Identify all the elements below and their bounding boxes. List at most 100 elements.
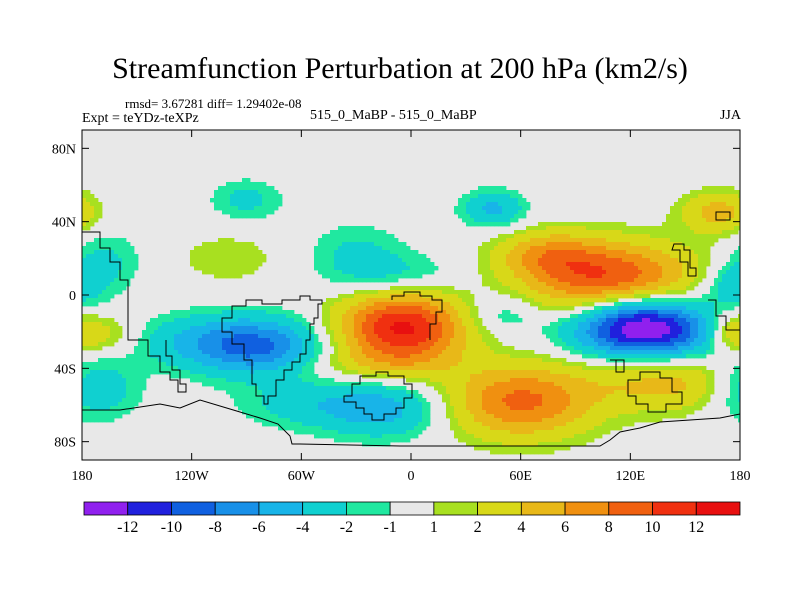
field-cell — [470, 366, 475, 371]
field-cell — [206, 258, 211, 263]
field-cell — [326, 242, 331, 247]
field-cell — [690, 190, 695, 195]
field-cell — [570, 242, 575, 247]
field-cell — [470, 358, 475, 363]
field-cell — [378, 278, 383, 283]
field-cell — [394, 342, 399, 347]
field-cell — [242, 322, 247, 327]
field-cell — [626, 282, 631, 287]
field-cell — [418, 314, 423, 319]
field-cell — [654, 238, 659, 243]
field-cell — [482, 326, 487, 331]
field-cell — [146, 322, 151, 327]
field-cell — [130, 254, 135, 259]
field-cell — [654, 282, 659, 287]
field-cell — [626, 354, 631, 359]
field-cell — [618, 294, 623, 299]
field-cell — [342, 238, 347, 243]
field-cell — [386, 266, 391, 271]
field-cell — [654, 278, 659, 283]
field-cell — [506, 266, 511, 271]
field-cell — [506, 206, 511, 211]
field-cell — [586, 334, 591, 339]
field-cell — [298, 338, 303, 343]
field-cell — [550, 334, 555, 339]
field-cell — [698, 218, 703, 223]
field-cell — [626, 318, 631, 323]
field-cell — [714, 230, 719, 235]
field-cell — [202, 262, 207, 267]
field-cell — [470, 306, 475, 311]
field-cell — [570, 378, 575, 383]
field-cell — [206, 338, 211, 343]
field-cell — [506, 350, 511, 355]
field-cell — [242, 190, 247, 195]
field-cell — [342, 342, 347, 347]
field-cell — [278, 314, 283, 319]
field-cell — [466, 350, 471, 355]
field-cell — [698, 226, 703, 231]
field-cell — [722, 194, 727, 199]
field-cell — [330, 274, 335, 279]
field-cell — [726, 330, 731, 335]
field-cell — [234, 274, 239, 279]
field-cell — [174, 374, 179, 379]
field-cell — [258, 310, 263, 315]
field-cell — [442, 334, 447, 339]
field-cell — [506, 374, 511, 379]
field-cell — [486, 242, 491, 247]
field-cell — [150, 362, 155, 367]
field-cell — [338, 314, 343, 319]
field-cell — [506, 218, 511, 223]
field-cell — [734, 342, 739, 347]
field-cell — [210, 354, 215, 359]
field-cell — [522, 250, 527, 255]
field-cell — [294, 378, 299, 383]
field-cell — [638, 366, 643, 371]
field-cell — [570, 286, 575, 291]
field-cell — [374, 246, 379, 251]
field-cell — [574, 318, 579, 323]
field-cell — [606, 250, 611, 255]
field-cell — [234, 250, 239, 255]
field-cell — [562, 242, 567, 247]
field-cell — [226, 342, 231, 347]
field-cell — [82, 342, 87, 347]
field-cell — [490, 270, 495, 275]
field-cell — [554, 238, 559, 243]
field-cell — [194, 254, 199, 259]
field-cell — [514, 254, 519, 259]
field-cell — [718, 290, 723, 295]
field-cell — [182, 314, 187, 319]
field-cell — [386, 346, 391, 351]
field-cell — [622, 354, 627, 359]
field-cell — [450, 334, 455, 339]
field-cell — [490, 214, 495, 219]
field-cell — [262, 326, 267, 331]
field-cell — [206, 374, 211, 379]
field-cell — [458, 202, 463, 207]
field-cell — [546, 334, 551, 339]
field-cell — [538, 358, 543, 363]
field-cell — [402, 250, 407, 255]
field-cell — [362, 358, 367, 363]
field-cell — [566, 234, 571, 239]
field-cell — [446, 334, 451, 339]
field-cell — [714, 318, 719, 323]
field-cell — [338, 334, 343, 339]
field-cell — [694, 334, 699, 339]
field-cell — [510, 250, 515, 255]
field-cell — [366, 338, 371, 343]
field-cell — [710, 314, 715, 319]
field-cell — [446, 302, 451, 307]
field-cell — [206, 370, 211, 375]
field-cell — [358, 306, 363, 311]
field-cell — [334, 246, 339, 251]
field-cell — [450, 358, 455, 363]
field-cell — [302, 358, 307, 363]
field-cell — [558, 230, 563, 235]
field-cell — [362, 362, 367, 367]
field-cell — [246, 306, 251, 311]
field-cell — [566, 318, 571, 323]
field-cell — [378, 258, 383, 263]
